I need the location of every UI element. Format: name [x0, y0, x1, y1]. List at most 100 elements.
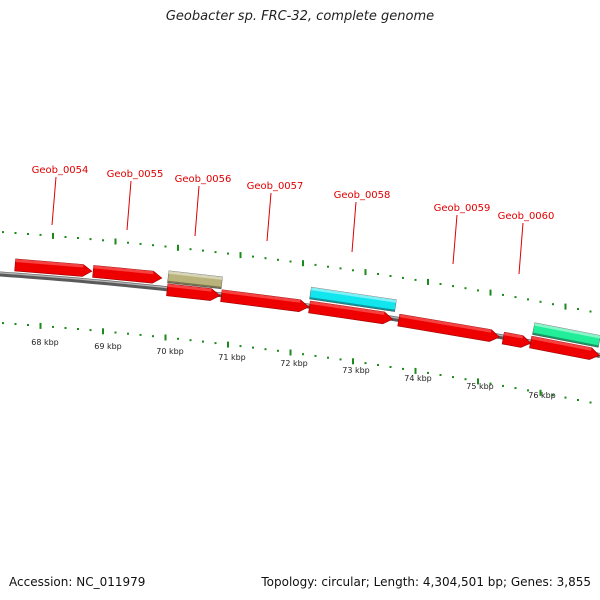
- major-tick: [39, 322, 42, 329]
- minor-tick: [139, 242, 142, 245]
- minor-tick: [489, 382, 492, 385]
- minor-tick: [152, 244, 154, 247]
- minor-tick: [227, 252, 229, 255]
- minor-tick: [339, 358, 342, 361]
- minor-tick: [277, 258, 279, 261]
- minor-tick: [14, 232, 17, 234]
- minor-tick: [2, 231, 4, 234]
- minor-tick: [452, 285, 454, 288]
- gene-label-leader: [194, 185, 200, 237]
- gene-arrow[interactable]: [14, 258, 93, 277]
- gene-label[interactable]: Geob_0058: [334, 190, 391, 201]
- gene-label[interactable]: Geob_0057: [247, 181, 304, 192]
- minor-tick: [2, 322, 4, 325]
- minor-tick: [539, 300, 542, 303]
- minor-tick: [389, 275, 392, 277]
- minor-tick: [314, 263, 317, 266]
- gene-box[interactable]: [532, 322, 600, 348]
- gene-arrow[interactable]: [501, 331, 532, 349]
- minor-tick: [564, 396, 567, 399]
- minor-tick: [502, 384, 504, 387]
- minor-tick: [127, 241, 129, 244]
- gene-arrow[interactable]: [397, 313, 501, 343]
- scale-label: 74 kbp: [404, 374, 432, 383]
- minor-tick: [252, 255, 254, 258]
- gene-label-leader: [518, 222, 524, 275]
- minor-tick: [264, 348, 267, 351]
- gene-arrow[interactable]: [529, 335, 600, 361]
- minor-tick: [114, 331, 117, 334]
- minor-tick: [64, 236, 67, 238]
- minor-tick: [327, 356, 329, 359]
- minor-tick: [77, 237, 79, 239]
- minor-tick: [339, 267, 342, 270]
- minor-tick: [402, 367, 404, 370]
- minor-tick: [364, 362, 367, 365]
- minor-tick: [214, 251, 217, 254]
- minor-tick: [189, 248, 192, 251]
- minor-tick: [577, 399, 579, 401]
- minor-tick: [164, 245, 167, 248]
- gene-label-leader: [452, 214, 458, 265]
- scale-label: 73 kbp: [342, 366, 370, 375]
- gene-label[interactable]: Geob_0060: [498, 211, 555, 222]
- inner-tick-row: [2, 322, 592, 404]
- gene-arrow[interactable]: [308, 300, 394, 325]
- outer-tick-row: [2, 231, 592, 313]
- gene-label-leader: [266, 192, 272, 242]
- gene-label[interactable]: Geob_0059: [434, 203, 491, 214]
- gene-box[interactable]: [309, 286, 397, 312]
- major-tick: [489, 289, 492, 296]
- gene-arrow[interactable]: [220, 289, 310, 313]
- gene-box[interactable]: [167, 270, 223, 290]
- minor-tick: [289, 260, 292, 263]
- minor-tick: [589, 401, 592, 404]
- minor-tick: [439, 283, 442, 285]
- minor-tick: [552, 303, 554, 306]
- gene-label[interactable]: Geob_0056: [175, 174, 232, 185]
- minor-tick: [27, 324, 29, 326]
- major-tick: [427, 278, 429, 285]
- minor-tick: [239, 345, 242, 348]
- minor-tick: [427, 371, 429, 374]
- gene-label-leader: [51, 176, 57, 226]
- gene-label[interactable]: Geob_0055: [107, 169, 164, 180]
- scale-label: 68 kbp: [31, 338, 59, 347]
- minor-tick: [527, 298, 529, 301]
- minor-tick: [452, 376, 454, 379]
- minor-tick: [439, 374, 442, 376]
- page-title: Geobacter sp. FRC-32, complete genome: [165, 9, 435, 24]
- major-tick: [289, 349, 292, 356]
- minor-tick: [89, 329, 92, 332]
- scale-label: 72 kbp: [280, 359, 308, 368]
- gene-arrow[interactable]: [166, 283, 221, 302]
- gene-label-leader: [126, 180, 132, 231]
- minor-tick: [202, 249, 204, 252]
- gene-label[interactable]: Geob_0054: [32, 165, 89, 176]
- minor-tick: [102, 239, 104, 242]
- minor-tick: [27, 233, 29, 235]
- minor-tick: [39, 233, 42, 236]
- minor-tick: [264, 257, 267, 260]
- gene-arrow[interactable]: [92, 265, 163, 284]
- major-tick: [227, 341, 229, 348]
- minor-tick: [514, 387, 517, 390]
- major-tick: [564, 303, 567, 310]
- minor-tick: [502, 293, 504, 296]
- major-tick: [114, 238, 117, 245]
- minor-tick: [202, 340, 204, 343]
- minor-tick: [89, 238, 92, 241]
- minor-tick: [139, 333, 142, 336]
- major-tick: [302, 260, 304, 267]
- minor-tick: [552, 394, 554, 397]
- minor-tick: [464, 378, 467, 381]
- minor-tick: [414, 278, 417, 281]
- minor-tick: [14, 323, 17, 325]
- minor-tick: [402, 276, 404, 279]
- minor-tick: [389, 366, 392, 368]
- genome-summary: Topology: circular; Length: 4,304,501 bp…: [261, 575, 591, 589]
- minor-tick: [277, 349, 279, 352]
- scale-label: 70 kbp: [156, 347, 184, 356]
- minor-tick: [77, 328, 79, 330]
